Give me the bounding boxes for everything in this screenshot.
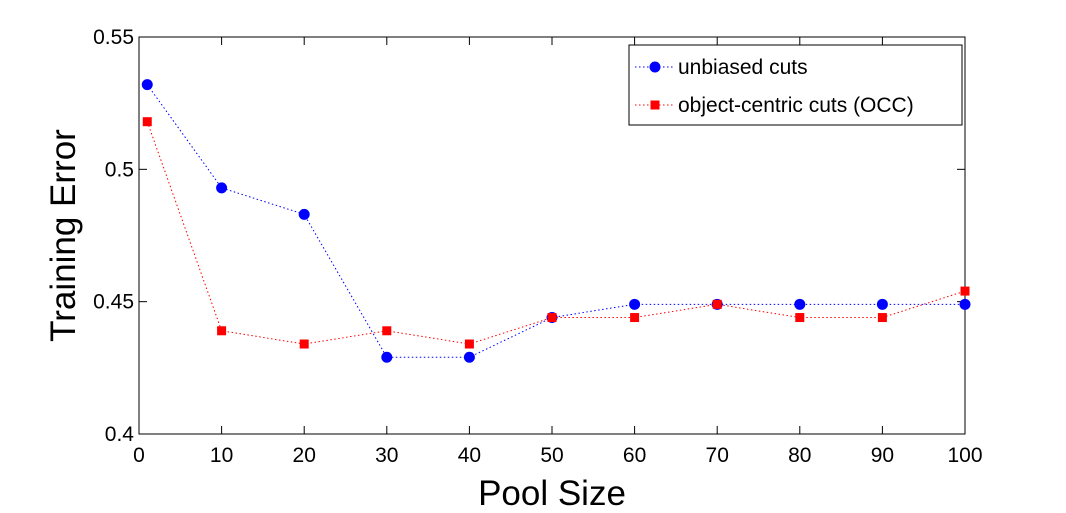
x-tick-label: 20 xyxy=(293,444,316,467)
data-point xyxy=(630,313,640,323)
data-point xyxy=(142,117,152,127)
y-tick-label: 0.5 xyxy=(105,158,134,181)
legend-marker xyxy=(649,61,661,73)
legend-entry: object-centric cuts (OCC) xyxy=(635,94,914,117)
data-point xyxy=(959,298,971,310)
data-point xyxy=(876,298,888,310)
data-point xyxy=(629,298,641,310)
x-axis-title: Pool Size xyxy=(478,474,626,513)
series-1 xyxy=(142,117,970,349)
data-point xyxy=(794,298,806,310)
x-tick-label: 40 xyxy=(458,444,481,467)
y-tick-label: 0.55 xyxy=(93,26,134,49)
x-tick-label: 60 xyxy=(623,444,646,467)
series-layer xyxy=(141,79,971,363)
data-point xyxy=(299,339,309,349)
x-tick-label: 80 xyxy=(788,444,811,467)
x-tick-label: 10 xyxy=(210,444,233,467)
x-tick-label: 100 xyxy=(947,444,982,467)
data-point xyxy=(216,182,228,194)
x-tick-label: 70 xyxy=(706,444,729,467)
data-point xyxy=(382,326,392,336)
legend-label: object-centric cuts (OCC) xyxy=(678,94,914,117)
x-tick-label: 90 xyxy=(871,444,894,467)
data-point xyxy=(712,299,722,309)
data-point xyxy=(960,286,970,296)
legend-box xyxy=(628,44,963,126)
legend-entries: unbiased cuts object-centric cuts (OCC) xyxy=(635,56,914,117)
x-tick-label: 0 xyxy=(133,444,145,467)
data-point xyxy=(141,79,153,91)
series-line xyxy=(146,121,966,345)
data-point xyxy=(381,351,393,363)
data-point xyxy=(217,326,227,336)
data-point xyxy=(298,208,310,220)
legend-marker xyxy=(650,100,660,110)
data-point xyxy=(795,313,805,323)
axis-ticks: 0 10 20 30 40 50 60 70 80 90 100 0.4 0.45 0.5 0.55 xyxy=(93,26,982,467)
legend: unbiased cuts object-centric cuts (OCC) xyxy=(628,44,963,126)
data-point xyxy=(464,339,474,349)
x-tick-label: 30 xyxy=(375,444,398,467)
y-tick-label: 0.45 xyxy=(93,291,134,314)
data-point xyxy=(547,313,557,323)
data-point xyxy=(877,313,887,323)
data-point xyxy=(463,351,475,363)
x-tick-label: 50 xyxy=(540,444,563,467)
legend-entry: unbiased cuts xyxy=(635,56,808,79)
y-tick-label: 0.4 xyxy=(105,423,135,446)
y-axis-title: Training Error xyxy=(44,129,83,342)
legend-label: unbiased cuts xyxy=(678,56,808,79)
